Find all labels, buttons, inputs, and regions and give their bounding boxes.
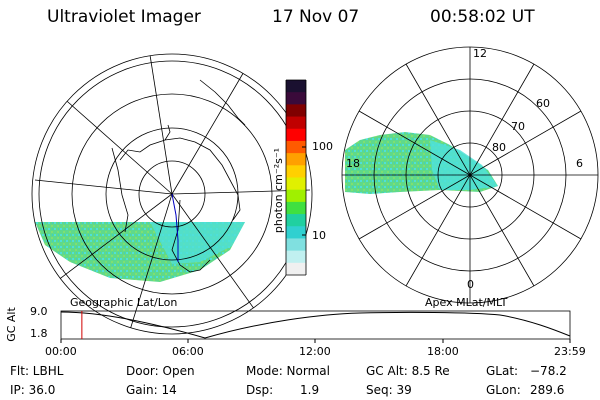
altitude-ylabel: GC Alt (4, 307, 18, 342)
colorbar-segment (286, 116, 306, 130)
colorbar-segment (286, 80, 306, 93)
xtick-1200: 12:00 (299, 345, 331, 358)
door-info: Door: Open (126, 364, 195, 378)
glat-value: −78.2 (530, 364, 567, 378)
glat-label: GLat: (486, 364, 519, 378)
app-title: Ultraviolet Imager (47, 7, 201, 27)
xtick-0000: 00:00 (45, 345, 77, 358)
xtick-2359: 23:59 (554, 345, 586, 358)
orbit-track (171, 193, 179, 262)
xtick-0600: 06:00 (172, 345, 204, 358)
geographic-map (31, 53, 313, 335)
lat-label-60: 60 (536, 97, 550, 110)
glon-value: 289.6 (530, 383, 565, 397)
mlt-label-6: 6 (576, 157, 583, 170)
colorbar-segment (286, 153, 306, 166)
glon-label: GLon: (486, 383, 521, 397)
colorbar-segment (286, 177, 306, 191)
geographic-caption: Geographic Lat/Lon (70, 296, 178, 309)
date-label: 17 Nov 07 (272, 7, 360, 27)
seq-info: Seq: 39 (366, 383, 412, 397)
filter-info: Flt: LBHL (10, 364, 64, 378)
lat-label-70: 70 (511, 120, 525, 133)
mode-info: Mode: Normal (246, 364, 330, 378)
gcalt-info: GC Alt: 8.5 Re (366, 364, 450, 378)
mlt-label-12: 12 (473, 47, 487, 60)
mlt-label-0: 0 (467, 278, 474, 291)
altitude-ytick-low: 1.8 (30, 327, 48, 340)
colorbar-segment (286, 262, 306, 276)
mlt-label-18: 18 (346, 157, 360, 170)
colorbar-segment (286, 201, 306, 215)
dsp-label: Dsp: (246, 383, 274, 397)
altitude-plot (60, 310, 571, 343)
gain-info: Gain: 14 (126, 383, 177, 397)
xtick-1800: 18:00 (427, 345, 459, 358)
apex-caption: Apex MLat/MLT (425, 296, 508, 309)
dsp-value: 1.9 (300, 383, 320, 397)
colorbar-segment (286, 140, 306, 154)
colorbar-tick-10: 10 (312, 229, 326, 242)
colorbar-segment (286, 104, 306, 118)
altitude-curve (60, 311, 571, 339)
colorbar-segment (286, 165, 306, 178)
colorbar-label: photon cm⁻²s⁻¹ (272, 147, 286, 234)
colorbar-segment (286, 238, 306, 252)
colorbar-segment (286, 250, 306, 264)
lat-label-80: 80 (492, 141, 506, 154)
colorbar-segment (286, 214, 306, 227)
altitude-ytick-high: 9.0 (30, 305, 48, 318)
colorbar-segment (286, 226, 306, 239)
time-label: 00:58:02 UT (430, 7, 535, 27)
colorbar (286, 80, 306, 276)
colorbar-segment (286, 128, 306, 142)
colorbar-tick-100: 100 (312, 140, 333, 153)
apex-map (341, 46, 599, 304)
ip-info: IP: 36.0 (10, 383, 56, 397)
colorbar-segment (286, 189, 306, 203)
colorbar-segment (286, 92, 306, 105)
